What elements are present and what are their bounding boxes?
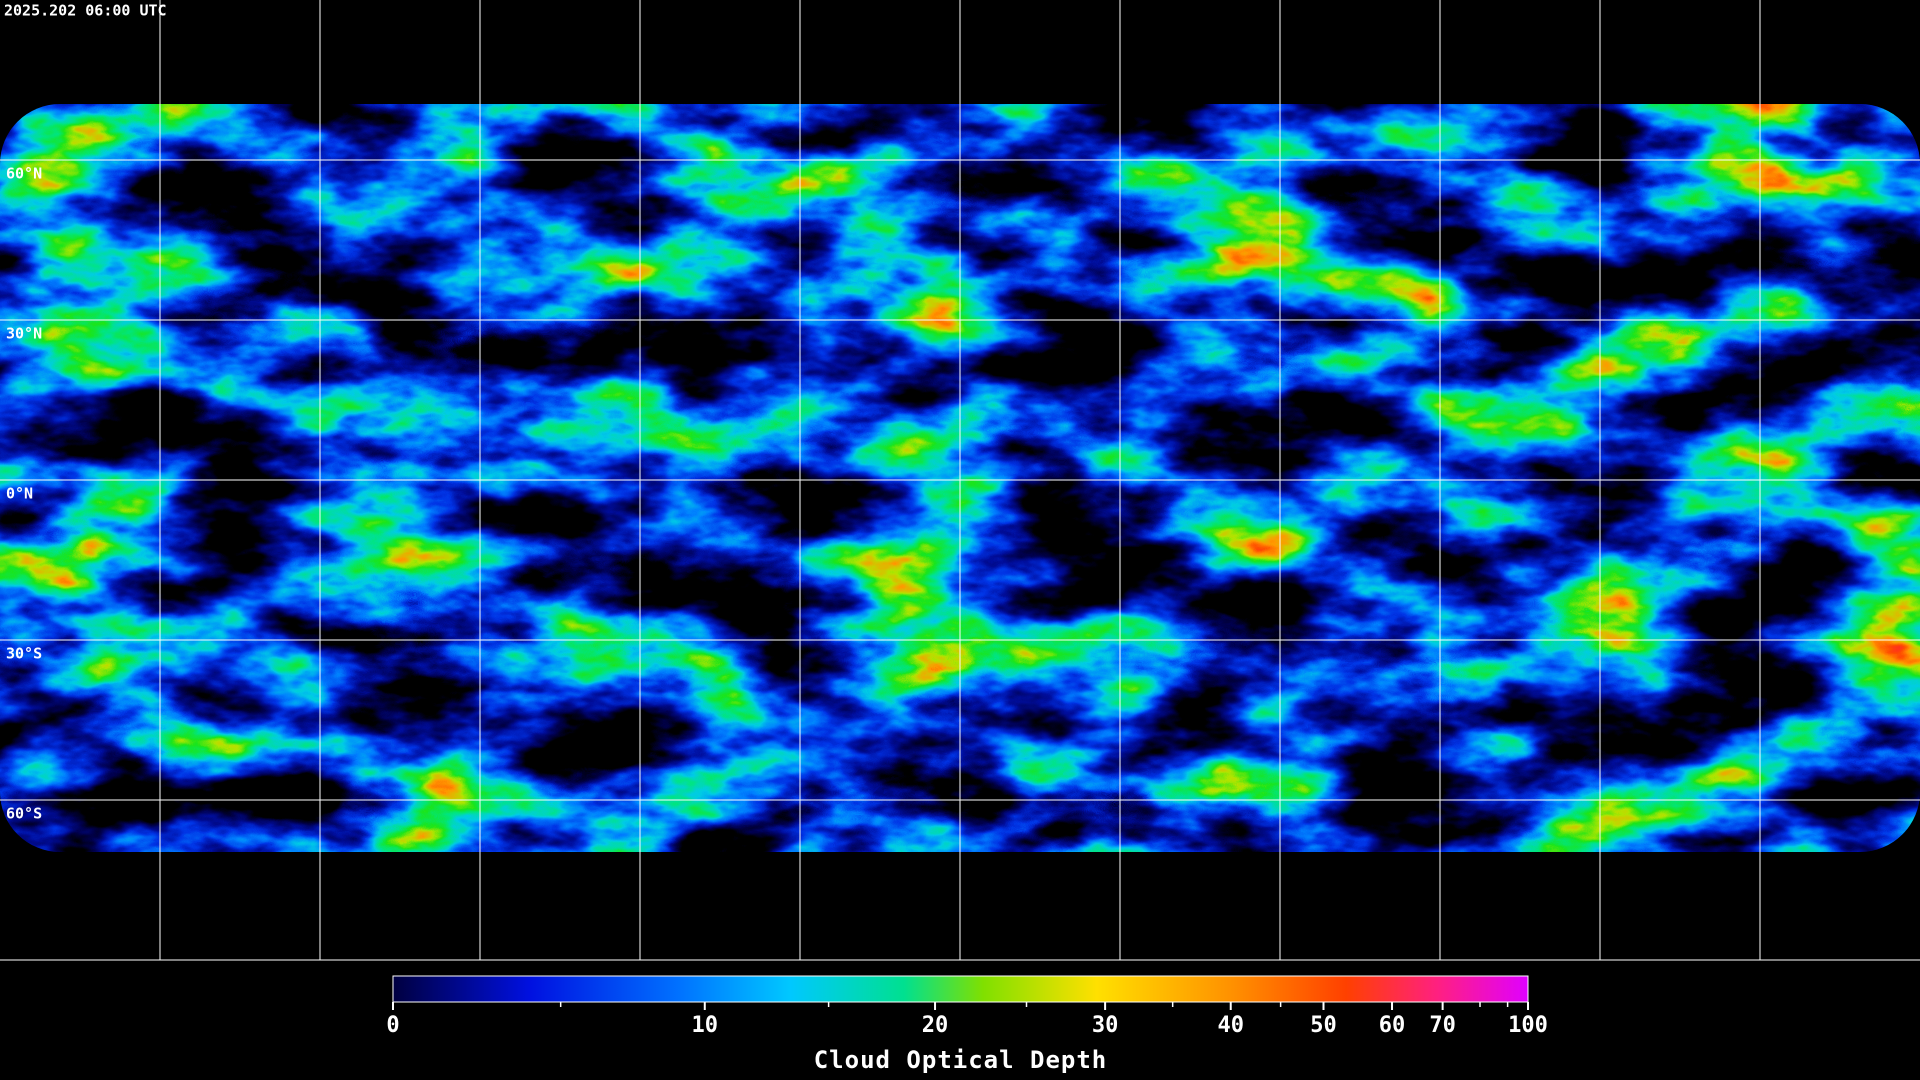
- tick-label: 0: [386, 1013, 399, 1038]
- tick-label: 50: [1310, 1013, 1337, 1038]
- tick-label: 100: [1508, 1013, 1548, 1038]
- tick-label: 30: [1092, 1013, 1119, 1038]
- latitude-label: 30°N: [6, 325, 42, 343]
- graticule: 60°N 30°N 0°N 30°S 60°S: [0, 0, 1920, 960]
- colorbar-ramp: [392, 975, 1529, 1003]
- tick-label: 70: [1429, 1013, 1456, 1038]
- colorbar-title: Cloud Optical Depth: [814, 1046, 1108, 1074]
- tick-label: 40: [1217, 1013, 1244, 1038]
- latitude-label: 60°S: [6, 805, 42, 823]
- latitude-label: 30°S: [6, 645, 42, 663]
- colorbar: 0 10 20 30 40 50 60 70 100 Cloud Optical Depth: [386, 975, 1548, 1074]
- tick-label: 60: [1379, 1013, 1406, 1038]
- tick-label: 10: [692, 1013, 719, 1038]
- timestamp: 2025.202 06:00 UTC: [4, 2, 167, 20]
- latitude-label: 0°N: [6, 485, 33, 503]
- tick-label: 20: [922, 1013, 949, 1038]
- latitude-label: 60°N: [6, 165, 42, 183]
